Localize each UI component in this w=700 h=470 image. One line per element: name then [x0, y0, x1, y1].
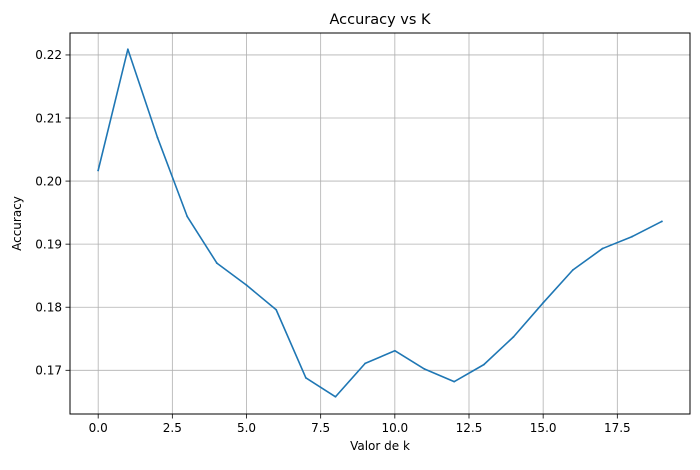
data-point	[304, 376, 307, 379]
data-point	[512, 335, 515, 338]
x-tick-label: 17.5	[604, 421, 631, 435]
data-point	[245, 284, 248, 287]
data-point	[423, 368, 426, 370]
x-tick-label: 10.0	[381, 421, 408, 435]
x-tick-label: 7.5	[311, 421, 330, 435]
x-tick-label: 2.5	[163, 421, 182, 435]
data-point	[215, 262, 218, 264]
y-tick-label: 0.18	[35, 301, 62, 315]
x-axis-ticks: 0.0 2.5 5.0 7.5 10.0 12.5 15.0 17.5	[89, 414, 631, 435]
data-point	[542, 301, 545, 304]
data-point	[364, 362, 367, 365]
data-point	[482, 363, 485, 366]
data-point	[660, 220, 663, 223]
data-point	[453, 380, 456, 383]
x-tick-label: 15.0	[530, 421, 557, 435]
x-axis-label: Valor de k	[350, 439, 410, 453]
plot-frame	[69, 32, 691, 415]
y-tick-label: 0.22	[35, 48, 62, 62]
data-point	[186, 215, 189, 218]
x-tick-label: 12.5	[456, 421, 483, 435]
data-point	[126, 48, 129, 51]
series-layer	[97, 48, 663, 398]
data-point	[156, 136, 159, 139]
data-point	[334, 395, 337, 398]
data-point	[601, 247, 604, 250]
data-point	[275, 308, 278, 311]
data-point	[571, 269, 574, 271]
y-tick-label: 0.17	[35, 364, 62, 378]
x-tick-label: 0.0	[89, 421, 108, 435]
y-tick-label: 0.20	[35, 174, 62, 188]
y-axis-ticks: 0.17 0.18 0.19 0.20 0.21 0.22	[35, 48, 70, 378]
y-axis-label: Accuracy	[10, 196, 24, 251]
data-point	[97, 169, 100, 172]
y-tick-label: 0.19	[35, 237, 62, 251]
chart-title: Accuracy vs K	[329, 12, 431, 28]
accuracy-series-line	[97, 48, 663, 398]
data-point	[393, 349, 396, 352]
x-tick-label: 5.0	[237, 421, 256, 435]
data-point	[631, 235, 634, 238]
y-tick-label: 0.21	[35, 111, 62, 125]
